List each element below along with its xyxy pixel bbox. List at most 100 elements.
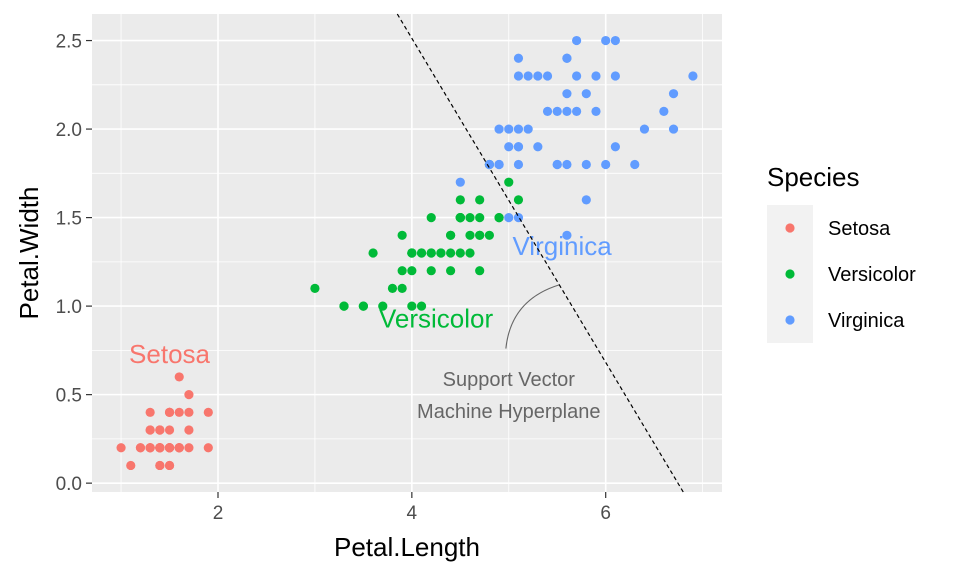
data-point-versicolor xyxy=(446,230,456,240)
data-point-versicolor xyxy=(397,283,407,294)
data-point-setosa xyxy=(145,443,155,453)
data-point-virginica xyxy=(513,159,524,170)
svm-hyperplane-line xyxy=(396,13,684,493)
data-point-versicolor xyxy=(368,248,378,258)
data-point-virginica xyxy=(562,159,572,170)
data-point-versicolor xyxy=(494,212,504,223)
data-point-setosa xyxy=(184,443,194,453)
annotation-group: Support Vector Machine Hyperplane xyxy=(417,284,600,423)
data-point-virginica xyxy=(601,35,611,46)
data-point-versicolor xyxy=(455,248,465,258)
data-point-virginica xyxy=(542,71,553,81)
data-point-setosa xyxy=(174,407,184,417)
data-point-setosa xyxy=(174,443,184,453)
data-point-virginica xyxy=(494,124,504,134)
data-point-versicolor xyxy=(446,266,456,276)
data-point-virginica xyxy=(562,106,572,116)
y-tick-label: 0.5 xyxy=(56,386,82,407)
data-point-virginica xyxy=(455,177,465,187)
data-point-versicolor xyxy=(378,301,388,311)
data-point-versicolor xyxy=(407,248,417,258)
minor-gridlines xyxy=(92,14,722,492)
data-point-versicolor xyxy=(339,301,349,311)
data-point-versicolor xyxy=(475,195,485,205)
x-axis-ticks: 2 4 6 xyxy=(213,492,611,524)
data-point-versicolor xyxy=(475,230,485,240)
species-labels: Setosa Versicolor Virginica xyxy=(129,231,612,369)
data-point-setosa xyxy=(164,407,175,417)
data-point-virginica xyxy=(610,142,620,152)
data-point-setosa xyxy=(184,425,194,435)
data-point-versicolor xyxy=(397,230,407,240)
data-point-versicolor xyxy=(465,248,475,258)
legend-label-versicolor: Versicolor xyxy=(828,264,916,286)
data-point-virginica xyxy=(542,106,553,116)
legend-title: Species xyxy=(767,162,860,192)
data-point-virginica xyxy=(552,106,562,116)
y-axis-ticks: 0.0 0.5 1.0 1.5 2.0 2.5 xyxy=(56,32,92,495)
data-point-setosa xyxy=(155,425,165,435)
data-point-virginica xyxy=(572,71,582,81)
data-point-versicolor xyxy=(455,195,465,205)
annotation-text-line: Machine Hyperplane xyxy=(417,401,600,423)
data-point-virginica xyxy=(504,124,514,134)
data-points xyxy=(116,35,698,471)
data-point-virginica xyxy=(504,212,514,223)
data-point-virginica xyxy=(688,71,698,81)
data-point-versicolor xyxy=(446,248,456,258)
data-point-setosa xyxy=(164,425,175,435)
data-point-versicolor xyxy=(387,283,398,294)
data-point-setosa xyxy=(155,460,165,471)
species-label-setosa: Setosa xyxy=(129,339,210,369)
data-point-virginica xyxy=(484,159,494,170)
x-tick-label: 4 xyxy=(407,503,418,524)
data-point-setosa xyxy=(203,407,213,417)
data-point-versicolor xyxy=(358,301,368,311)
data-point-versicolor xyxy=(407,301,417,311)
data-point-virginica xyxy=(562,53,572,63)
y-tick-label: 0.0 xyxy=(56,474,82,495)
x-tick-label: 6 xyxy=(600,503,611,524)
data-point-versicolor xyxy=(455,212,465,223)
data-point-versicolor xyxy=(513,195,524,205)
data-point-virginica xyxy=(552,159,562,170)
data-point-setosa xyxy=(174,372,184,382)
y-tick-label: 2.5 xyxy=(56,32,82,53)
data-point-setosa xyxy=(145,407,155,417)
data-point-virginica xyxy=(668,124,679,134)
data-point-virginica xyxy=(572,106,582,116)
data-point-versicolor xyxy=(465,230,475,240)
data-point-versicolor xyxy=(416,248,427,258)
data-point-setosa xyxy=(155,443,165,453)
legend-label-virginica: Virginica xyxy=(828,310,905,332)
data-point-versicolor xyxy=(407,266,417,276)
data-point-versicolor xyxy=(310,283,320,294)
data-point-setosa xyxy=(203,443,213,453)
data-point-versicolor xyxy=(426,248,436,258)
data-point-virginica xyxy=(581,195,591,205)
data-point-versicolor xyxy=(475,212,485,223)
species-label-virginica: Virginica xyxy=(512,231,612,261)
data-point-virginica xyxy=(630,159,640,170)
data-point-virginica xyxy=(610,35,620,46)
data-point-virginica xyxy=(639,124,650,134)
legend: Species Setosa Versicolor Virginica xyxy=(767,162,916,343)
data-point-setosa xyxy=(164,460,175,471)
data-point-setosa xyxy=(184,390,194,400)
data-point-virginica xyxy=(659,106,669,116)
data-point-virginica xyxy=(504,142,514,152)
data-point-virginica xyxy=(533,142,543,152)
data-point-versicolor xyxy=(416,301,427,311)
data-point-virginica xyxy=(601,159,611,170)
data-point-virginica xyxy=(591,71,601,81)
x-axis-title: Petal.Length xyxy=(334,532,480,562)
data-point-versicolor xyxy=(426,212,436,223)
data-point-virginica xyxy=(513,142,524,152)
data-point-virginica xyxy=(523,71,533,81)
data-point-virginica xyxy=(668,89,679,99)
legend-key-versicolor xyxy=(785,269,795,279)
species-label-versicolor: Versicolor xyxy=(379,303,493,333)
data-point-versicolor xyxy=(426,266,436,276)
data-point-versicolor xyxy=(504,177,514,187)
